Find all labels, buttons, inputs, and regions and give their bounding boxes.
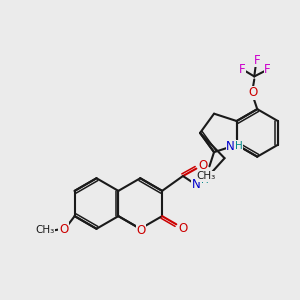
Text: O: O — [136, 224, 146, 237]
Text: F: F — [239, 62, 246, 76]
Text: F: F — [254, 54, 261, 67]
Text: H: H — [235, 141, 243, 151]
Text: O: O — [198, 159, 208, 172]
Text: F: F — [264, 62, 271, 76]
Text: O: O — [178, 221, 188, 235]
Text: CH₃: CH₃ — [196, 171, 216, 181]
Text: CH₃: CH₃ — [35, 225, 55, 236]
Text: N: N — [192, 178, 201, 191]
Text: H: H — [201, 176, 208, 185]
Text: O: O — [248, 86, 257, 99]
Text: N: N — [226, 140, 235, 153]
Text: O: O — [59, 223, 68, 236]
